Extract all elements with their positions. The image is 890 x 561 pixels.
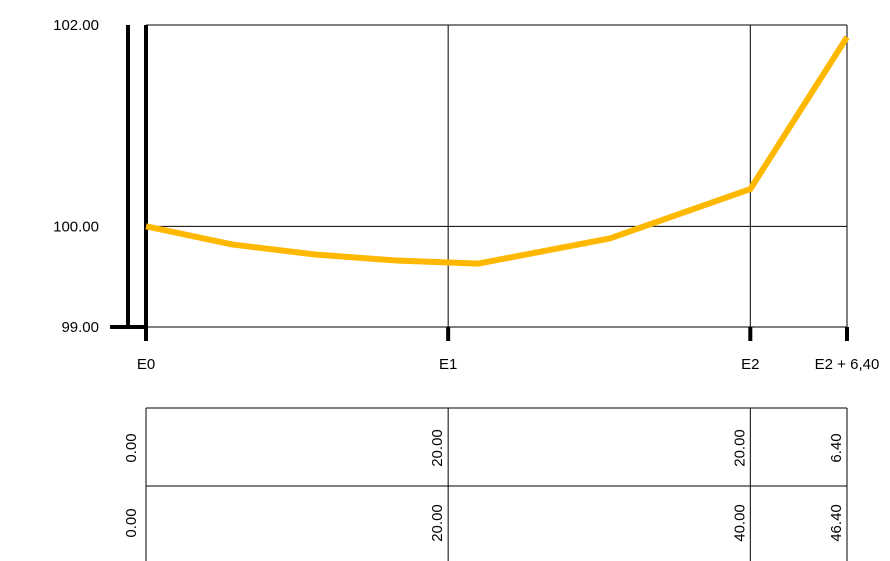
table-cell-cumulative-distance: 46.40 [828, 504, 845, 542]
x-tick-label: E2 [741, 356, 759, 373]
y-tick-label: 100.00 [53, 218, 99, 235]
table-cell-partial-distance: 6.40 [828, 433, 845, 462]
y-tick-label: 102.00 [53, 17, 99, 34]
table-cell-cumulative-distance: 20.00 [429, 504, 446, 542]
table-cell-partial-distance: 0.00 [123, 433, 140, 462]
table-cell-partial-distance: 20.00 [731, 429, 748, 467]
table-cell-partial-distance: 20.00 [429, 429, 446, 467]
table-cell-cumulative-distance: 40.00 [731, 504, 748, 542]
table-cell-cumulative-distance: 0.00 [123, 508, 140, 537]
x-tick-label: E0 [137, 356, 155, 373]
series-line [146, 37, 847, 263]
x-tick-label: E1 [439, 356, 457, 373]
x-tick-label: E2 + 6,40 [815, 356, 880, 373]
y-tick-label: 99.00 [61, 319, 99, 336]
